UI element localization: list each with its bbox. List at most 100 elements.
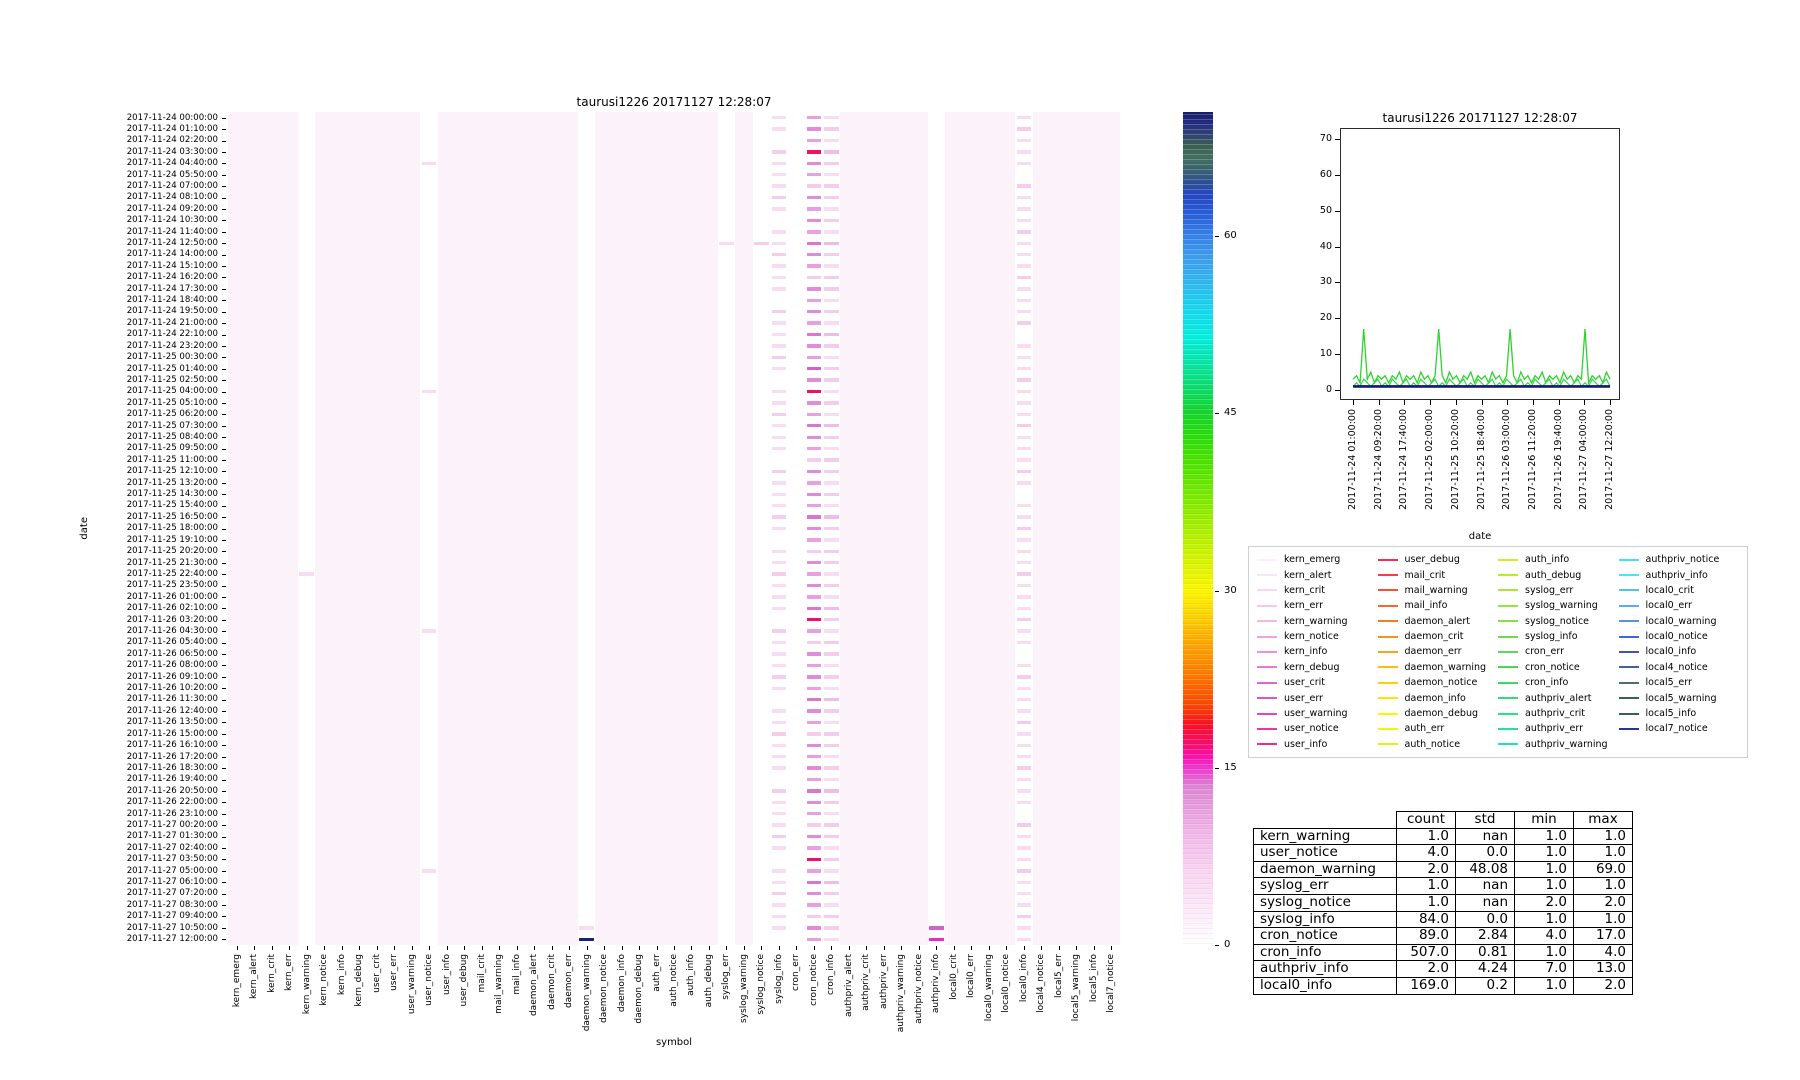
- heatmap-y-tick: [222, 266, 226, 268]
- heatmap-empty-column: [402, 112, 421, 945]
- heatmap-mark-cron_info: [824, 138, 839, 143]
- heatmap-mark-local0_info: [1016, 287, 1032, 291]
- heatmap-mark-syslog_info: [771, 321, 787, 325]
- heatmap-mark-local0_info: [1016, 367, 1032, 371]
- heatmap-mark-cron_notice: [806, 572, 822, 576]
- legend-label: kern_alert: [1284, 569, 1332, 581]
- heatmap-row-label: 2017-11-26 11:30:00: [126, 694, 218, 705]
- colorbar: [1183, 112, 1213, 945]
- legend-swatch: [1377, 727, 1398, 730]
- legend-swatch: [1257, 620, 1277, 623]
- heatmap-y-tick: [222, 608, 226, 610]
- stats-corner-cell: [1254, 812, 1397, 829]
- heatmap-row-label: 2017-11-24 19:50:00: [126, 306, 218, 317]
- heatmap-row-label: 2017-11-25 11:00:00: [126, 454, 218, 465]
- heatmap-y-tick: [222, 756, 226, 758]
- legend-swatch: [1257, 743, 1277, 746]
- stats-value: 1.0: [1396, 827, 1456, 846]
- heatmap-mark-local0_info: [1016, 264, 1032, 268]
- heatmap-empty-column: [1085, 112, 1103, 945]
- heatmap-row-label: 2017-11-25 08:40:00: [126, 432, 218, 442]
- heatmap-empty-column: [1032, 112, 1051, 945]
- heatmap-x-tick: [1006, 946, 1008, 950]
- heatmap-empty-column: [630, 112, 648, 945]
- stats-value: 89.0: [1396, 927, 1456, 945]
- heatmap-mark-cron_notice: [806, 777, 822, 782]
- legend-label: local5_warning: [1645, 692, 1717, 704]
- heatmap-mark-cron_info: [824, 321, 839, 325]
- heatmap-mark-local0_info: [1016, 116, 1032, 120]
- linechart-x-tick: [1584, 400, 1586, 405]
- linechart-y-tick-label: 50: [1319, 204, 1332, 216]
- heatmap-mark-syslog_info: [771, 652, 787, 656]
- stats-value: 48.08: [1455, 860, 1515, 879]
- stats-row-cron_info: cron_info 507.0 0.81 1.0 4.0: [1253, 943, 1633, 962]
- stats-header-min: min: [1514, 811, 1574, 829]
- legend-label: local0_notice: [1645, 631, 1708, 643]
- heatmap-y-tick: [222, 197, 226, 199]
- legend-label: kern_notice: [1284, 631, 1339, 643]
- heatmap-row-label: 2017-11-26 04:30:00: [126, 625, 218, 636]
- heatmap-row-label: 2017-11-26 02:10:00: [126, 603, 218, 614]
- legend-swatch: [1498, 727, 1518, 730]
- heatmap-col-label: local5_warning: [1071, 954, 1082, 1022]
- linechart-y-tick: [1335, 282, 1340, 284]
- heatmap-mark-cron_notice: [806, 150, 822, 154]
- heatmap-row-label: 2017-11-25 22:40:00: [126, 568, 218, 579]
- linechart-x-tick-label: 2017-11-26 11:20:00: [1526, 409, 1538, 510]
- heatmap-mark-cron_info: [824, 880, 839, 884]
- heatmap-x-tick: [254, 946, 256, 950]
- heatmap-empty-column: [280, 112, 298, 945]
- legend-item-kern_debug: kern_debug: [1257, 660, 1378, 675]
- heatmap-y-tick: [222, 722, 226, 724]
- heatmap-empty-column: [735, 112, 753, 945]
- stats-value: 4.0: [1514, 927, 1574, 945]
- legend-label: local0_info: [1645, 646, 1697, 658]
- heatmap-mark-cron_notice: [806, 766, 822, 770]
- stats-row-label: syslog_err: [1253, 877, 1397, 895]
- legend-item-local5_err: local5_err: [1618, 675, 1740, 690]
- linechart-x-tick: [1507, 400, 1509, 405]
- legend-swatch: [1498, 681, 1518, 684]
- heatmap-y-tick: [222, 186, 226, 188]
- heatmap-mark-cron_notice: [806, 389, 822, 394]
- heatmap-x-tick: [534, 946, 536, 950]
- legend-label: authpriv_info: [1645, 569, 1708, 581]
- legend-swatch: [1377, 712, 1398, 715]
- heatmap-mark-cron_notice: [806, 629, 822, 633]
- stats-header-max: max: [1573, 811, 1633, 829]
- stats-row-label: syslog_info: [1253, 910, 1397, 929]
- heatmap-mark-local0_info: [1016, 138, 1032, 143]
- heatmap-mark-syslog_info: [771, 492, 787, 496]
- legend-item-kern_warning: kern_warning: [1257, 614, 1378, 629]
- heatmap-y-tick: [222, 859, 226, 861]
- heatmap-row-label: 2017-11-24 11:40:00: [126, 226, 218, 237]
- legend-swatch: [1257, 589, 1277, 592]
- heatmap-y-tick: [222, 893, 226, 895]
- heatmap-x-tick: [446, 946, 448, 950]
- heatmap-x-tick: [743, 946, 745, 950]
- legend-swatch: [1498, 743, 1518, 746]
- legend-item-kern_info: kern_info: [1257, 644, 1378, 659]
- heatmap-col-label: authpriv_info: [931, 954, 942, 1014]
- heatmap-mark-syslog_info: [771, 150, 787, 154]
- heatmap-mark-local0_info: [1016, 857, 1032, 862]
- heatmap-mark-local0_info: [1016, 127, 1032, 131]
- heatmap-mark-cron_info: [824, 446, 839, 451]
- heatmap-y-tick: [222, 779, 226, 781]
- heatmap-mark-syslog_info: [771, 173, 787, 177]
- heatmap-mark-local0_info: [1016, 435, 1032, 439]
- heatmap-y-tick: [222, 448, 226, 450]
- heatmap-mark-local0_info: [1016, 412, 1032, 417]
- heatmap-mark-cron_info: [824, 823, 839, 827]
- linechart-x-tick: [1558, 400, 1560, 405]
- stats-value: 507.0: [1396, 943, 1456, 962]
- legend-item-daemon_crit: daemon_crit: [1377, 629, 1499, 644]
- heatmap-y-tick: [222, 482, 226, 484]
- heatmap-mark-cron_info: [824, 207, 839, 211]
- legend-item-syslog_err: syslog_err: [1498, 583, 1619, 598]
- heatmap-col-label: user_err: [389, 954, 400, 991]
- legend-label: local5_err: [1645, 677, 1692, 689]
- stats-row-syslog_notice: syslog_notice 1.0 nan 2.0 2.0: [1253, 893, 1633, 912]
- heatmap-mark-authpriv_info: [929, 937, 944, 941]
